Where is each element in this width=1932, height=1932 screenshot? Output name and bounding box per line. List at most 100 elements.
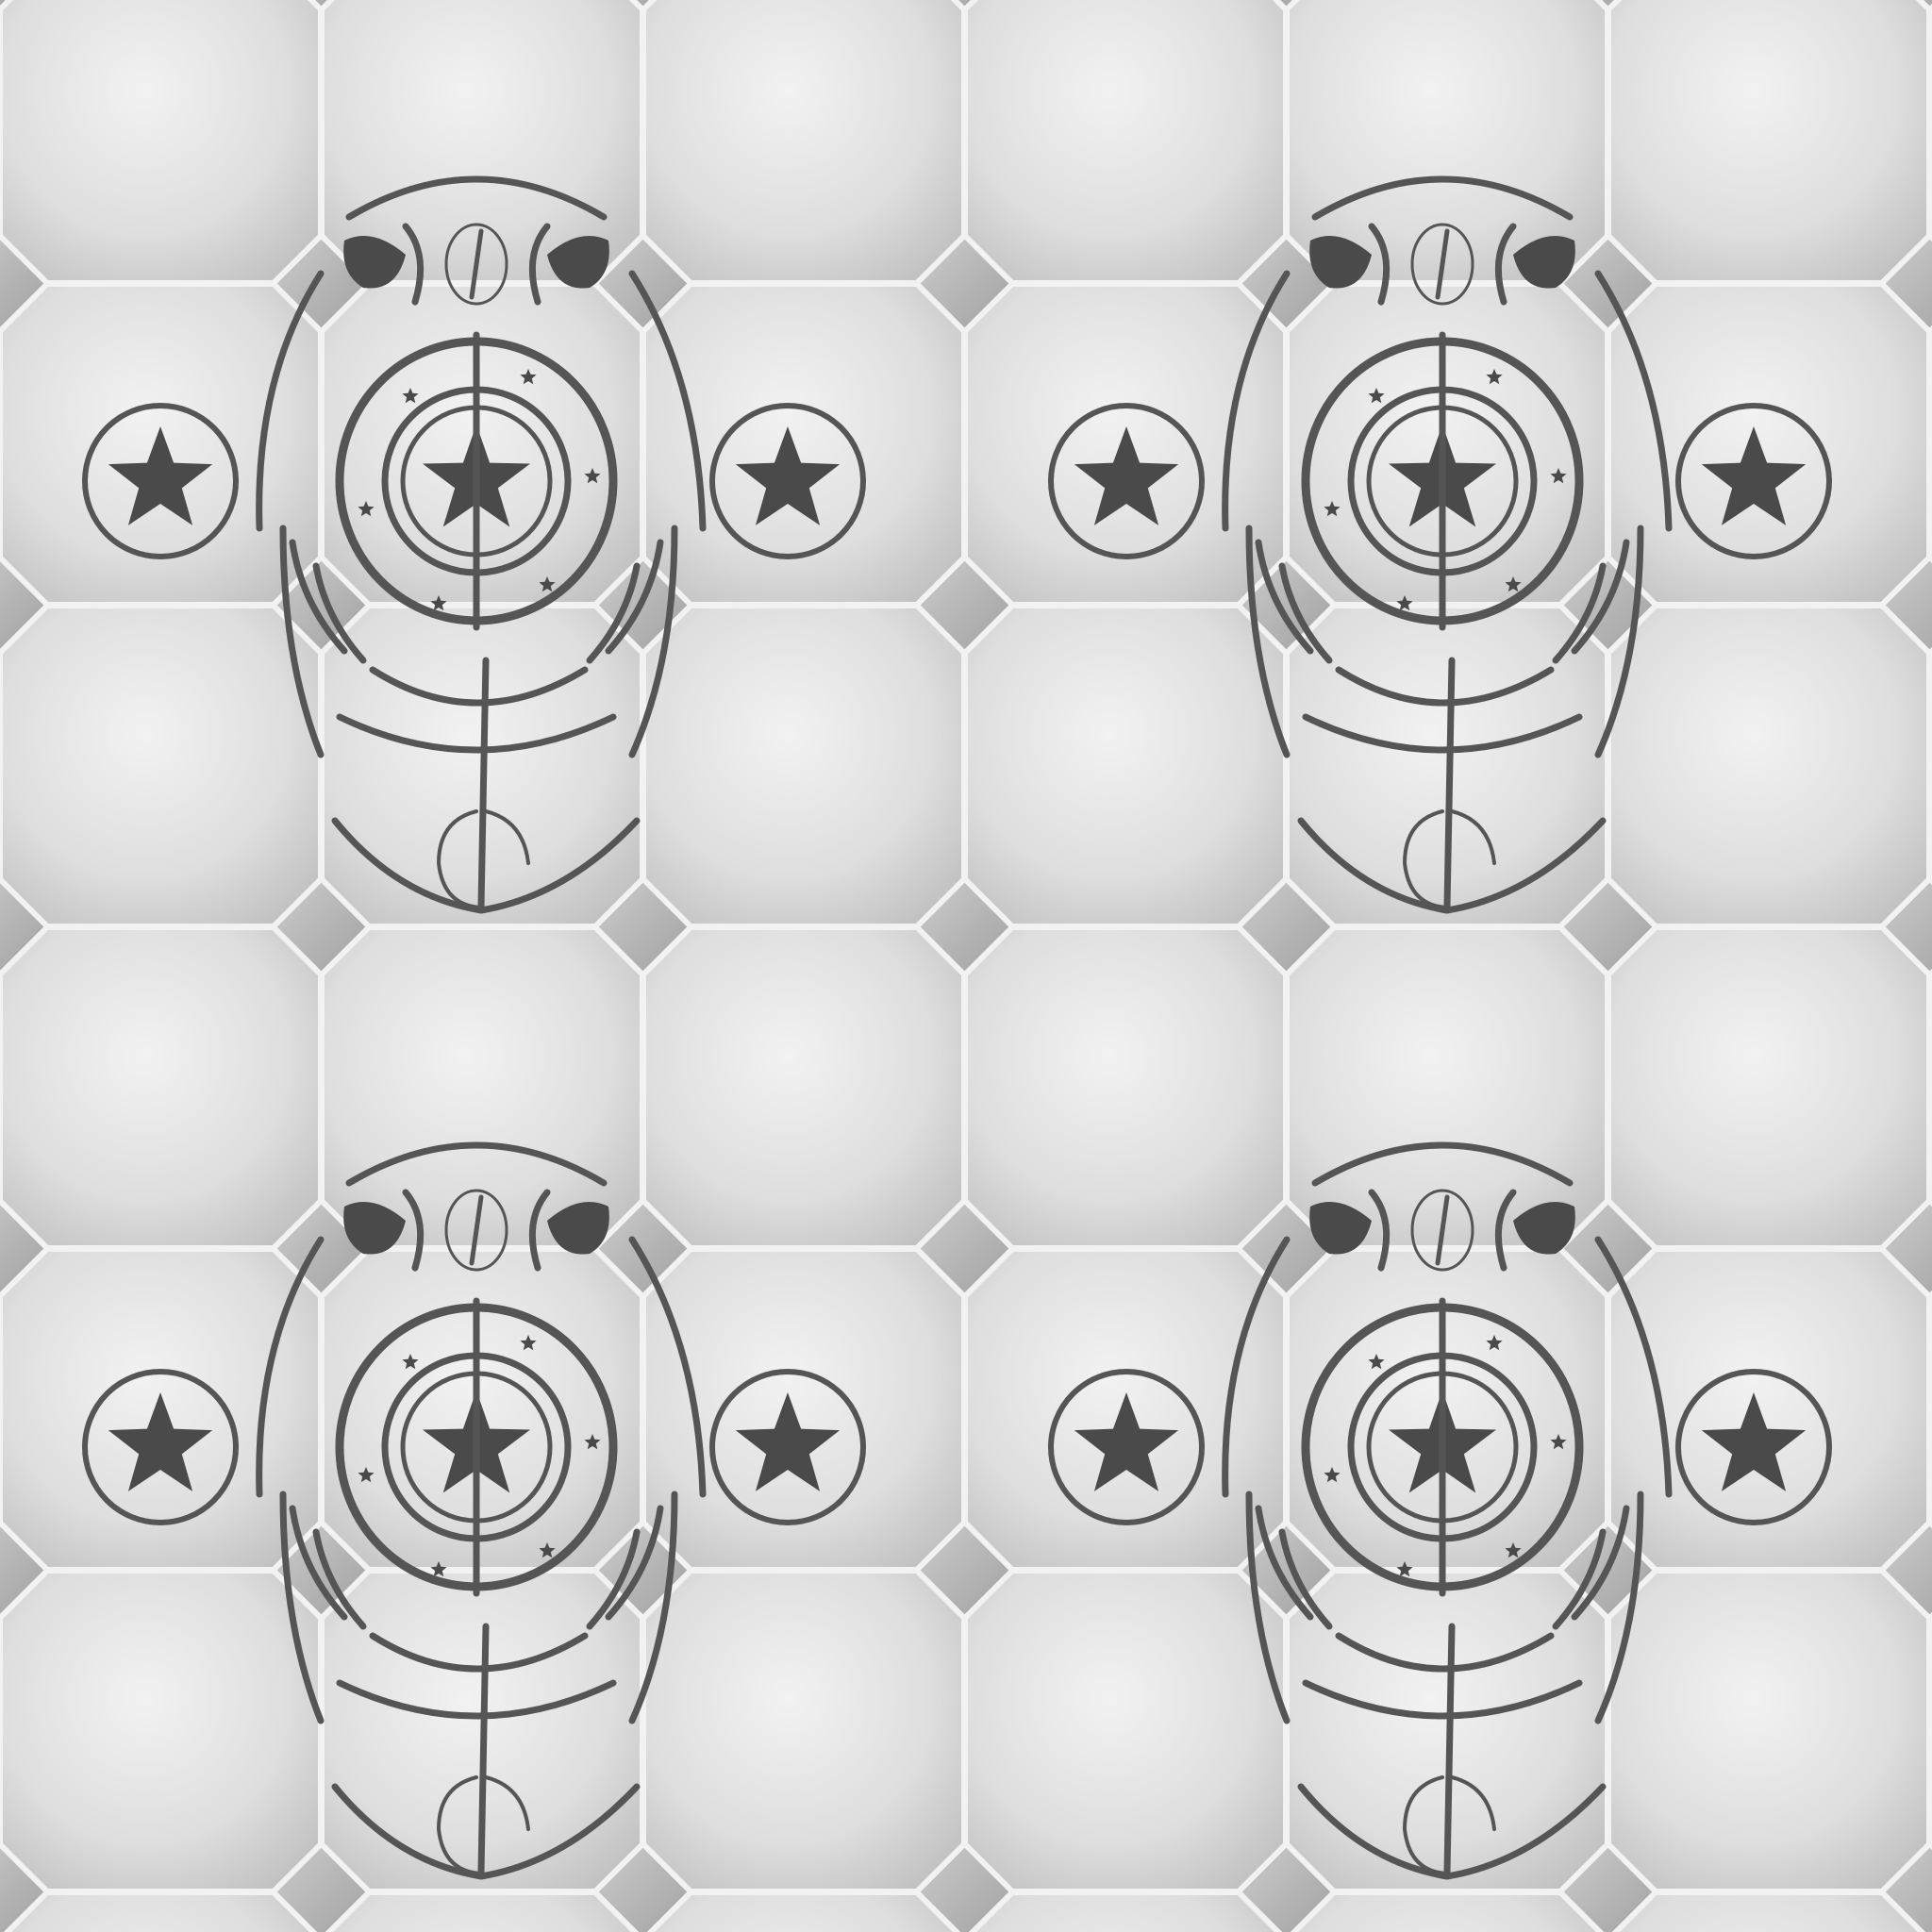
small-star-icon [1486, 1335, 1503, 1351]
left-star-medallion-icon [82, 403, 239, 559]
mouth-arc-1 [1335, 666, 1555, 707]
left-cheek-line [1255, 539, 1314, 655]
right-star-medallion-icon [709, 1369, 866, 1525]
star-icon [108, 1392, 213, 1491]
small-star-icon [584, 468, 601, 484]
jaw-line [1297, 1783, 1607, 1880]
small-star-icon [1396, 595, 1413, 611]
head-left-lower [279, 1491, 325, 1724]
chin-loop-right [1450, 1775, 1496, 1831]
head-right-lower [1594, 1491, 1644, 1724]
right-eye-icon [1513, 1202, 1575, 1255]
head-right-upper [628, 270, 707, 532]
left-cheek-line-2 [312, 562, 367, 664]
star-icon [735, 1392, 841, 1491]
right-eye-icon [1513, 236, 1575, 289]
star-icon [108, 426, 213, 525]
head-left-upper [256, 270, 325, 532]
head-top-arc [345, 1141, 608, 1187]
small-star-icon [584, 1434, 601, 1450]
octagon-tile [3, 1890, 318, 1932]
small-star-icon [1368, 1354, 1385, 1370]
head-top-arc [345, 175, 608, 221]
head-left-upper [1222, 270, 1291, 532]
mouth-arc-2 [336, 713, 617, 754]
right-star-medallion-icon [1675, 403, 1832, 559]
diamond-gap [1877, 1196, 1932, 1301]
head-right-upper [628, 1236, 707, 1498]
nose-ring [1410, 1189, 1474, 1272]
octagon-tile [646, 1890, 961, 1932]
small-star-icon [1324, 1467, 1341, 1483]
chin-vertical-line [1443, 657, 1456, 909]
left-brow [1368, 1189, 1391, 1272]
head-top-arc [1311, 1141, 1574, 1187]
diamond-gap [1877, 231, 1932, 336]
octagon-tile [1290, 1890, 1605, 1932]
diamond-gap [1234, 1840, 1339, 1932]
head-left-lower [279, 525, 325, 758]
face-motif-icon [82, 1141, 866, 1880]
small-star-icon [358, 501, 375, 517]
head-left-lower [1245, 1491, 1291, 1724]
chin-loop-left [436, 1775, 483, 1875]
right-brow [1494, 223, 1517, 306]
small-star-icon [539, 576, 556, 592]
head-left-lower [1245, 525, 1291, 758]
nose-line [1435, 228, 1450, 300]
diamond-gap [1877, 1518, 1932, 1623]
small-star-icon [1396, 1561, 1413, 1577]
mouth-arc-1 [369, 666, 589, 707]
left-star-medallion-icon [1048, 1369, 1205, 1525]
small-star-icon [520, 1335, 537, 1351]
right-cheek-line-2 [586, 562, 641, 664]
nose-line [469, 228, 484, 300]
left-eye-icon [343, 1202, 406, 1255]
star-icon [1074, 1392, 1179, 1491]
face-motif-icon [82, 175, 866, 914]
left-star-medallion-icon [82, 1369, 239, 1525]
nose-line [1435, 1194, 1450, 1266]
jaw-line [331, 817, 641, 914]
head-right-upper [1594, 1236, 1673, 1498]
mouth-arc-2 [1302, 713, 1583, 754]
small-star-icon [1550, 468, 1567, 484]
head-right-lower [1594, 525, 1644, 758]
left-eye-icon [1309, 1202, 1372, 1255]
diamond-gap [1877, 1840, 1932, 1932]
head-right-lower [628, 525, 678, 758]
left-eye-icon [343, 236, 406, 289]
chin-loop-right [1450, 809, 1496, 865]
diamond-gap [0, 875, 52, 978]
chin-loop-right [484, 1775, 530, 1831]
right-cheek-line-2 [586, 1528, 641, 1630]
star-icon [1701, 426, 1807, 525]
mouth-arc-1 [369, 1632, 589, 1673]
small-star-icon [402, 1354, 419, 1370]
nose-ring [444, 223, 508, 306]
left-brow [402, 1189, 425, 1272]
octagon-tile [325, 1890, 640, 1932]
head-top-arc [1311, 175, 1574, 221]
right-cheek-line-2 [1552, 562, 1607, 664]
small-star-icon [1505, 1542, 1522, 1558]
chin-vertical-line [477, 1623, 490, 1875]
diamond-gap [269, 1840, 374, 1932]
small-star-icon [1486, 369, 1503, 385]
star-icon [1074, 426, 1179, 525]
diamond-gap [0, 1840, 52, 1932]
star-icon [1701, 1392, 1807, 1491]
diamond-gap [0, 232, 52, 335]
right-brow [528, 223, 551, 306]
chin-vertical-line [1443, 1623, 1456, 1875]
right-cheek-line-2 [1552, 1528, 1607, 1630]
left-eye-icon [1309, 236, 1372, 289]
diamond-gap [0, 554, 52, 657]
nose-line [469, 1194, 484, 1266]
small-star-icon [358, 1467, 375, 1483]
left-cheek-line [289, 1505, 348, 1621]
diamond-gap [1877, 553, 1932, 658]
small-star-icon [1505, 576, 1522, 592]
star-icon [735, 426, 841, 525]
